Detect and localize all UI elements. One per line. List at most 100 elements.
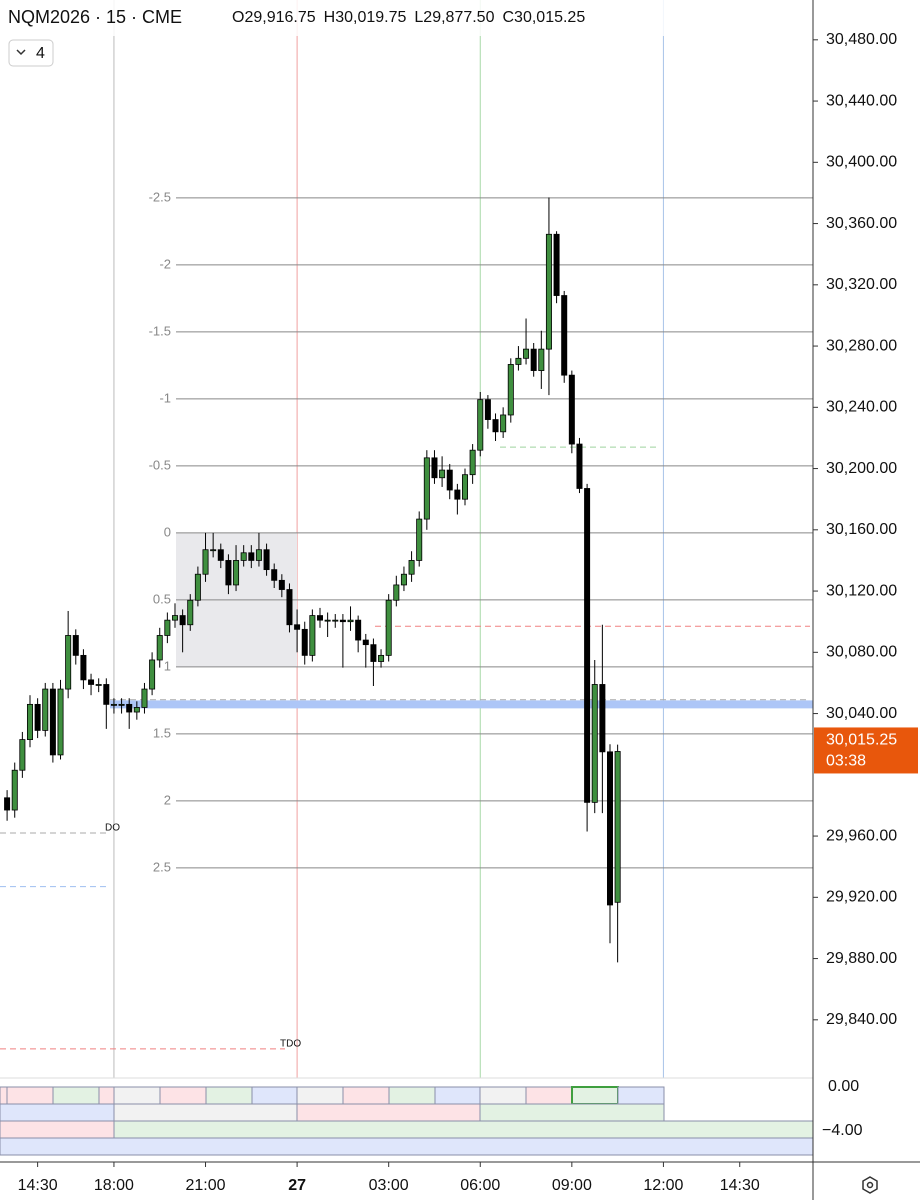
- candle-body: [233, 560, 240, 586]
- candle-body: [515, 357, 522, 365]
- x-tick-label: 14:30: [18, 1177, 58, 1194]
- candle: [210, 532, 217, 558]
- countdown-label: 03:38: [826, 753, 866, 770]
- candle-body: [4, 797, 11, 811]
- candle-body: [431, 457, 438, 479]
- candle-body: [416, 518, 423, 561]
- candle-body: [378, 654, 385, 662]
- candle-body: [286, 589, 293, 626]
- candle-body: [591, 684, 598, 803]
- candle-body: [110, 703, 117, 706]
- fib-label: -2.5: [149, 189, 171, 204]
- candle-body: [324, 619, 331, 622]
- ohlc-value: 30,019.75: [335, 9, 406, 26]
- candle-body: [393, 584, 400, 601]
- candle-body: [49, 688, 56, 756]
- candle-body: [217, 549, 224, 561]
- candle: [19, 731, 26, 778]
- fib-label: 2: [164, 792, 171, 807]
- candle: [156, 627, 163, 668]
- fib-label: 2.5: [153, 859, 171, 874]
- candle-body: [523, 348, 530, 359]
- candle-body: [118, 703, 125, 706]
- candle-body: [141, 688, 148, 708]
- candle-body: [202, 549, 209, 575]
- candle: [515, 346, 522, 371]
- level-label: DO: [105, 823, 120, 834]
- candle-body: [553, 233, 560, 296]
- candle: [202, 532, 209, 582]
- candle-body: [11, 769, 18, 811]
- candle: [385, 594, 392, 662]
- candle: [149, 652, 156, 696]
- candle-body: [179, 615, 186, 626]
- candle-body: [263, 549, 270, 571]
- candle-body: [370, 644, 377, 662]
- candle-body: [42, 688, 49, 731]
- candle-body: [439, 469, 446, 479]
- fib-label: 0: [164, 524, 171, 539]
- y-tick-label: 30,440.00: [826, 92, 897, 109]
- candle-body: [126, 703, 133, 713]
- ohlc-value: 30,015.25: [514, 9, 585, 26]
- panel-boxes: [0, 1086, 814, 1156]
- candle-body: [332, 619, 339, 622]
- x-tick-label: 21:00: [185, 1177, 225, 1194]
- candle-body: [248, 552, 255, 561]
- panel-tick-label: −4.00: [822, 1122, 863, 1139]
- candle: [233, 545, 240, 592]
- candle: [484, 395, 491, 429]
- candle: [11, 762, 18, 818]
- candle: [591, 659, 598, 814]
- candle: [225, 554, 232, 595]
- candle-body: [584, 488, 591, 803]
- candle: [133, 701, 140, 720]
- candle: [431, 450, 438, 484]
- candle: [568, 370, 575, 454]
- x-tick-label: 09:00: [552, 1177, 592, 1194]
- candle-body: [507, 364, 514, 416]
- candle: [316, 607, 323, 628]
- candle: [126, 698, 133, 729]
- candle-body: [149, 659, 156, 690]
- y-tick-label: 30,200.00: [826, 460, 897, 477]
- y-tick-label: 29,960.00: [826, 827, 897, 844]
- candle-body: [347, 619, 354, 623]
- settings-icon[interactable]: [862, 1176, 878, 1194]
- y-tick-label: 30,240.00: [826, 399, 897, 416]
- y-tick-label: 30,080.00: [826, 644, 897, 661]
- candle: [523, 318, 530, 365]
- ohlc-key: O: [232, 9, 244, 26]
- candle-body: [156, 635, 163, 661]
- candle-body: [400, 573, 407, 586]
- candle: [500, 407, 507, 438]
- candle-body: [80, 654, 87, 681]
- candle-body: [194, 573, 201, 601]
- panel-tick-label: 0.00: [828, 1078, 859, 1095]
- candle: [103, 678, 110, 729]
- candle: [26, 695, 33, 748]
- y-tick-label: 30,160.00: [826, 521, 897, 538]
- candle-body: [492, 419, 499, 433]
- candle-body: [469, 449, 476, 476]
- candle: [492, 413, 499, 441]
- candle-body: [187, 599, 194, 626]
- fib-label: -0.5: [149, 457, 171, 472]
- candle: [446, 463, 453, 500]
- y-tick-label: 29,880.00: [826, 950, 897, 967]
- candle-body: [408, 560, 415, 575]
- level-label: TDO: [280, 1039, 301, 1050]
- candle: [309, 609, 316, 662]
- candle: [393, 575, 400, 607]
- candle-body: [133, 707, 140, 713]
- candle: [538, 330, 545, 389]
- candle-body: [316, 615, 323, 621]
- candle-body: [72, 635, 79, 656]
- ohlc-legend: O29,916.75 H30,019.75 L29,877.50 C30,015.25: [232, 9, 585, 26]
- candle: [248, 545, 255, 569]
- candle-body: [271, 569, 278, 581]
- y-tick-label: 30,320.00: [826, 276, 897, 293]
- candle: [584, 483, 591, 832]
- indicator-toggle[interactable]: 4: [8, 39, 54, 67]
- x-tick-label: 27: [288, 1177, 306, 1194]
